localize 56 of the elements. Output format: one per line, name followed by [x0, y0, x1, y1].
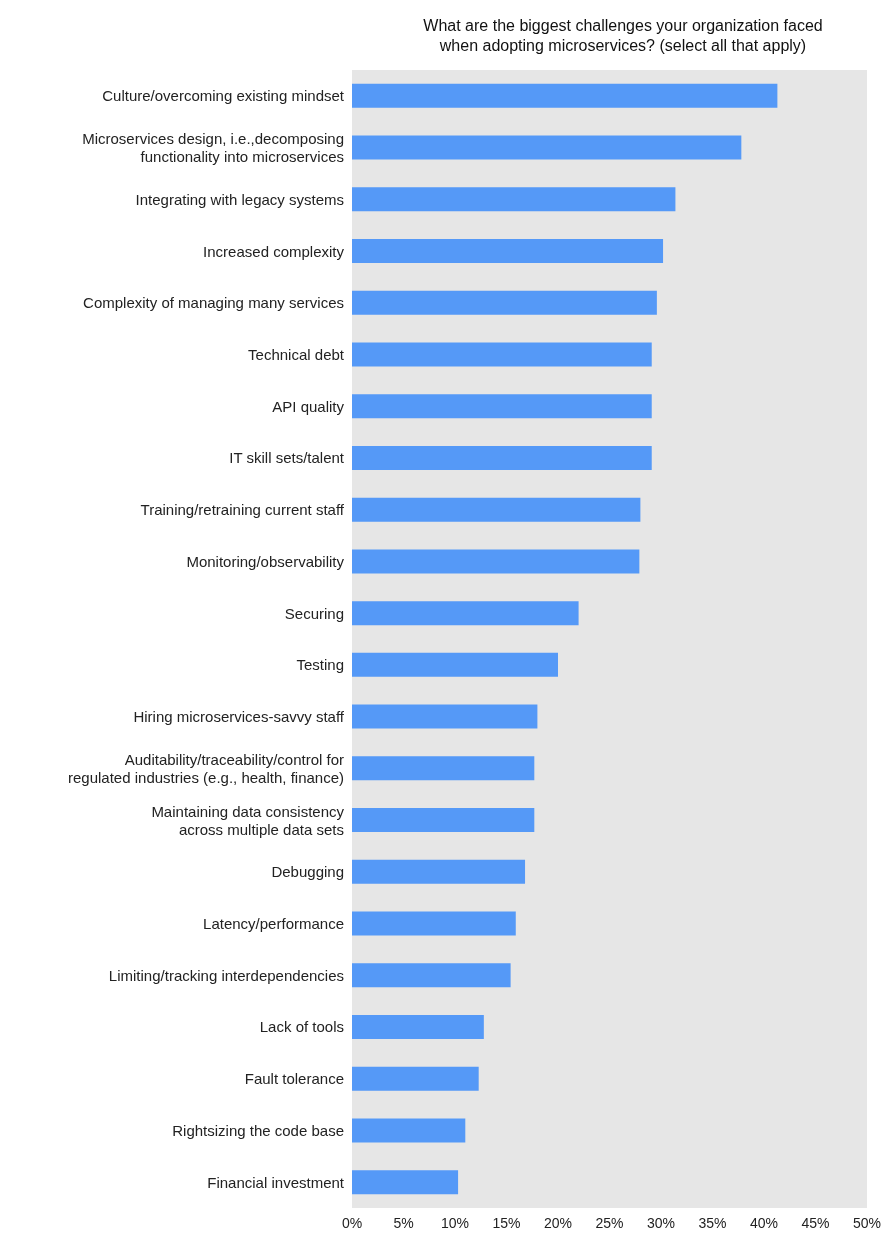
bar — [352, 290, 657, 315]
x-tick-label: 0% — [341, 1215, 363, 1231]
y-tick-label: Fault tolerance — [244, 1070, 344, 1088]
bar — [352, 963, 511, 988]
y-tick-label: Hiring microservices-savvy staff — [133, 708, 345, 726]
x-tick-label: 35% — [698, 1215, 727, 1231]
bar — [352, 342, 652, 367]
bar — [352, 394, 652, 419]
bar — [352, 135, 742, 160]
bar — [352, 808, 535, 833]
y-tick-label: Lack of tools — [259, 1018, 344, 1036]
x-tick-label: 40% — [749, 1215, 779, 1231]
bar — [352, 601, 579, 626]
y-tick-label: Maintaining data consistency across multiple data sets — [151, 802, 345, 838]
x-tick-label: 25% — [595, 1215, 624, 1231]
bar — [352, 1170, 459, 1195]
y-tick-label: Limiting/tracking interdependencies — [108, 966, 344, 984]
y-tick-label: Financial investment — [207, 1173, 345, 1191]
x-tick-label: 10% — [440, 1215, 470, 1231]
y-tick-label: Rightsizing the code base — [172, 1121, 344, 1139]
chart-title: What are the biggest challenges your organization faced when adopting microservices? (select all that apply) — [423, 16, 823, 54]
bar — [352, 187, 676, 212]
x-tick-label: 45% — [801, 1215, 830, 1231]
x-tick-label: 30% — [646, 1215, 676, 1231]
y-tick-label: Microservices design, i.e.,decomposing functionality into microservices — [82, 130, 344, 166]
x-tick-label: 15% — [492, 1215, 521, 1231]
bar — [352, 1118, 466, 1143]
y-tick-label: Training/retraining current staff — [140, 501, 345, 519]
bar — [352, 859, 526, 884]
x-tick-label: 50% — [852, 1215, 882, 1231]
bar — [352, 911, 516, 936]
y-tick-label: Debugging — [271, 863, 344, 881]
y-tick-label: Monitoring/observability — [186, 552, 345, 570]
y-tick-label: Auditability/traceability/control for regulated industries (e.g., health, finance) — [68, 750, 344, 786]
bar — [352, 704, 538, 729]
bar — [352, 652, 558, 677]
bar — [352, 445, 652, 470]
x-tick-label: 20% — [543, 1215, 573, 1231]
bar — [352, 1014, 484, 1039]
y-tick-label: IT skill sets/talent — [229, 449, 345, 467]
bar — [352, 756, 535, 781]
y-tick-label: Integrating with legacy systems — [135, 190, 344, 208]
y-tick-label: API quality — [272, 397, 345, 415]
x-tick-label: 5% — [393, 1215, 414, 1231]
bar — [352, 83, 778, 108]
bar — [352, 1066, 479, 1091]
bar — [352, 549, 640, 574]
y-tick-label: Technical debt — [248, 346, 345, 363]
y-tick-label: Culture/overcoming existing mindset — [102, 87, 345, 105]
y-tick-label: Latency/performance — [203, 915, 344, 932]
y-tick-label: Complexity of managing many services — [83, 294, 344, 312]
y-tick-label: Securing — [284, 604, 344, 622]
y-tick-label: Testing — [296, 656, 344, 674]
y-tick-label: Increased complexity — [203, 242, 345, 260]
bar — [352, 239, 664, 264]
bar — [352, 497, 641, 522]
